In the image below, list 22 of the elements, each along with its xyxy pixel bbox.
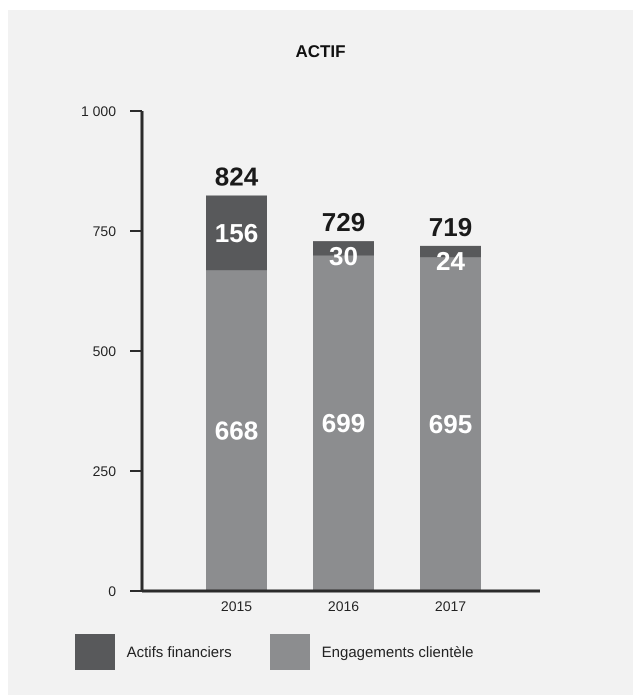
- data-label: 24: [436, 246, 466, 276]
- data-label: 30: [329, 241, 358, 272]
- data-label: 695: [428, 409, 472, 440]
- data-label: 668: [214, 416, 258, 446]
- x-tick-label: 2017: [434, 598, 466, 614]
- bar: [206, 270, 267, 591]
- y-tick-label: 0: [108, 582, 116, 599]
- x-tick-label: 2016: [328, 598, 360, 614]
- legend-label: Actifs financiers: [126, 644, 232, 660]
- y-tick-label: 1 000: [80, 102, 116, 119]
- chart-title: ACTIF: [294, 42, 347, 62]
- bar: [206, 195, 267, 270]
- y-tick-label: 250: [92, 462, 116, 479]
- y-tick-label: 750: [92, 222, 116, 239]
- total-label: 824: [214, 161, 259, 192]
- total-label: 729: [322, 207, 366, 238]
- x-tick-label: 2015: [220, 598, 252, 614]
- total-label: 719: [428, 212, 472, 242]
- data-label: 699: [322, 408, 366, 438]
- data-label: 156: [214, 218, 258, 248]
- y-tick-label: 500: [92, 342, 116, 359]
- legend-label: Engagements clientèle: [322, 644, 474, 660]
